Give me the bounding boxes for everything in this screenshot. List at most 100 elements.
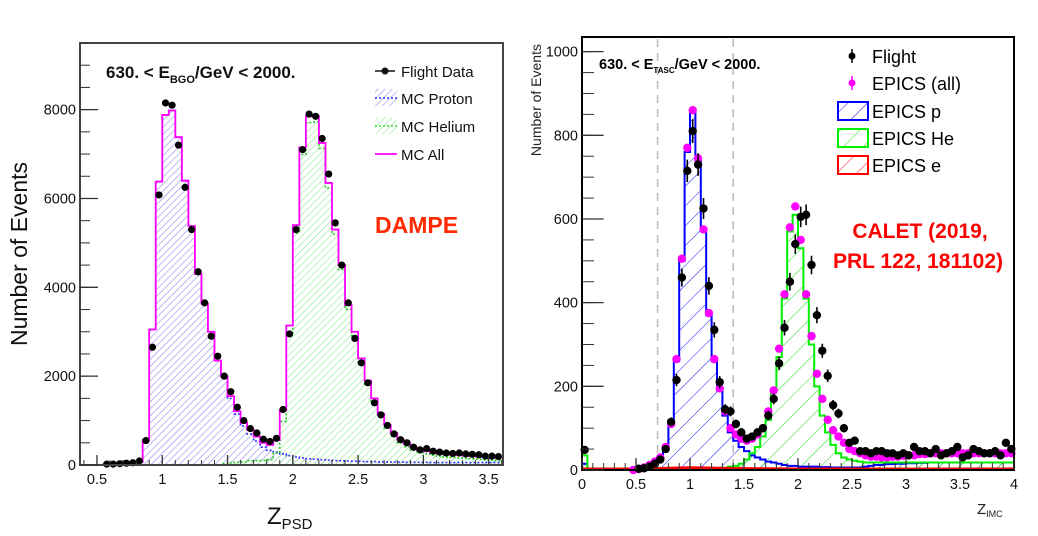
calet-y-tick-label: 200 bbox=[554, 379, 578, 395]
legend-label-mc-helium: MC Helium bbox=[401, 119, 475, 136]
dampe-y-tick-label: 4000 bbox=[44, 280, 76, 296]
epics-all-point bbox=[780, 290, 789, 299]
calet-y-tick-label: 600 bbox=[554, 212, 578, 228]
flight-point bbox=[785, 277, 795, 286]
mc-helium-line bbox=[83, 121, 502, 466]
epics-all-point bbox=[828, 426, 838, 435]
calet-title: 630. < ETASC/GeV < 2000. bbox=[599, 57, 760, 75]
flight-data-point bbox=[142, 436, 150, 445]
flight-data-point bbox=[331, 219, 339, 227]
flight-data-point bbox=[240, 416, 248, 425]
flight-point bbox=[726, 407, 735, 416]
flight-data-point bbox=[383, 421, 392, 430]
flight-data-point bbox=[390, 430, 398, 438]
flight-point bbox=[828, 400, 838, 410]
epics-all-point bbox=[818, 394, 827, 404]
flight-data-point bbox=[377, 411, 385, 419]
dampe-legend: Flight Data MC Proton MC Helium MC All bbox=[375, 64, 475, 164]
flight-point bbox=[737, 428, 746, 437]
flight-point bbox=[818, 346, 827, 355]
dampe-x-axis-label: ZPSD bbox=[267, 503, 313, 533]
flight-point bbox=[764, 411, 773, 420]
epics-all-point bbox=[677, 254, 687, 263]
flight-point bbox=[996, 451, 1005, 460]
dampe-marks bbox=[83, 99, 503, 468]
flight-data-point bbox=[220, 372, 228, 380]
legend-label-epics-he: EPICS He bbox=[872, 129, 954, 149]
flight-data-point bbox=[148, 343, 157, 351]
flight-data-point bbox=[266, 437, 274, 446]
flight-data-point bbox=[279, 405, 287, 414]
legend-label-flight-data: Flight Data bbox=[401, 64, 474, 81]
dampe-title: 630. < EBGO/GeV < 2000. bbox=[106, 63, 296, 86]
dampe-x-tick-label: 1.5 bbox=[217, 472, 237, 488]
flight-data-point bbox=[168, 101, 176, 109]
epics-all-point bbox=[774, 344, 784, 353]
calet-x-tick-label: 2.5 bbox=[842, 477, 862, 493]
epics-all-point bbox=[801, 290, 811, 299]
epics-all-point bbox=[710, 354, 719, 364]
legend-entry-mc-helium: MC Helium bbox=[375, 117, 475, 136]
flight-data-point bbox=[155, 191, 163, 199]
flight-data-point bbox=[292, 225, 300, 234]
flight-data-point bbox=[455, 449, 463, 457]
flight-point bbox=[672, 375, 681, 385]
flight-data-point bbox=[325, 170, 333, 178]
epics-all-point bbox=[807, 331, 816, 341]
flight-point bbox=[677, 273, 687, 282]
dampe-y-tick-label: 6000 bbox=[44, 191, 76, 207]
flight-point bbox=[688, 126, 697, 136]
dampe-y-tick-label: 2000 bbox=[44, 369, 76, 385]
calet-annotation-line-1: CALET (2019, bbox=[852, 220, 987, 243]
flight-data-point bbox=[318, 134, 326, 143]
dampe-x-tick-label: 3 bbox=[419, 472, 427, 488]
calet-x-tick-label: 4 bbox=[1010, 477, 1018, 493]
calet-legend: Flight EPICS (all) EPICS p EPICS He EPIC… bbox=[837, 47, 961, 176]
calet-y-axis-label: Number of Events bbox=[528, 44, 544, 156]
flight-data-point bbox=[357, 359, 365, 367]
epics-all-point bbox=[812, 369, 822, 378]
flight-point bbox=[801, 210, 811, 220]
legend-label-epics-all: EPICS (all) bbox=[872, 74, 961, 94]
dampe-x-tick-label: 2.5 bbox=[348, 472, 368, 488]
epics-he-fill bbox=[582, 214, 1014, 470]
legend-entry-mc-proton: MC Proton bbox=[375, 89, 473, 108]
flight-point bbox=[769, 394, 778, 404]
flight-point bbox=[839, 423, 849, 433]
flight-point bbox=[1001, 438, 1011, 448]
calet-x-tick-label: 1.5 bbox=[734, 477, 754, 493]
flight-data-point bbox=[364, 379, 372, 387]
legend-entry-epics-p: EPICS p bbox=[837, 101, 941, 122]
flight-data-point bbox=[298, 146, 307, 154]
epics-all-point bbox=[672, 354, 681, 364]
legend-entry-epics-all: EPICS (all) bbox=[848, 74, 961, 94]
flight-point bbox=[758, 423, 768, 433]
flight-point bbox=[656, 455, 665, 464]
calet-title-sub: TASC bbox=[653, 66, 674, 75]
flight-data-point bbox=[475, 451, 483, 459]
flight-data-point bbox=[161, 99, 170, 107]
dampe-x-tick-label: 3.5 bbox=[479, 472, 499, 488]
flight-point bbox=[774, 359, 784, 368]
legend-entry-flight-data: Flight Data bbox=[375, 64, 474, 81]
flight-data-point bbox=[305, 110, 313, 118]
dampe-x-axis-label-sub: PSD bbox=[282, 516, 313, 533]
legend-entry-mc-all: MC All bbox=[375, 147, 444, 164]
flight-data-point bbox=[442, 449, 450, 457]
legend-label-flight: Flight bbox=[872, 47, 916, 67]
flight-data-point bbox=[370, 399, 379, 407]
flight-data-point bbox=[188, 225, 196, 234]
calet-marks bbox=[580, 39, 1016, 475]
flight-point bbox=[823, 371, 832, 381]
dampe-annotation: DAMPE bbox=[375, 212, 458, 238]
flight-data-point bbox=[116, 460, 124, 468]
flight-point bbox=[699, 204, 708, 213]
flight-data-point bbox=[201, 299, 209, 307]
epics-all-point bbox=[769, 386, 778, 395]
flight-data-point bbox=[135, 457, 144, 465]
flight-data-point bbox=[344, 299, 352, 307]
calet-y-tick-label: 1000 bbox=[546, 45, 578, 61]
calet-y-tick-label: 0 bbox=[570, 463, 578, 479]
flight-data-point bbox=[351, 334, 359, 342]
